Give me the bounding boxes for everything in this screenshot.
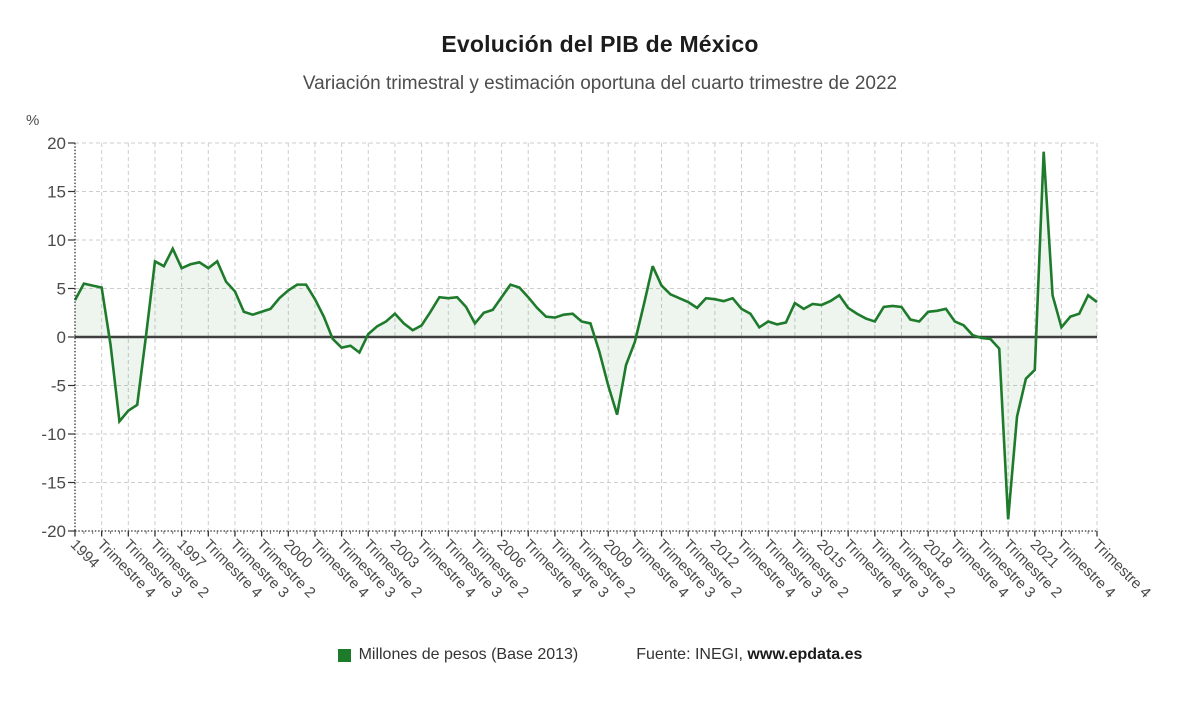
legend-color-swatch	[337, 648, 351, 662]
series-area-fill	[75, 151, 1097, 520]
source-prefix: Fuente: INEGI,	[636, 646, 743, 663]
y-tick-labels: 20 15 10 5 0 -5 -10 -15 -20	[41, 134, 66, 541]
chart-subtitle: Variación trimestral y estimación oportu…	[302, 73, 898, 94]
page-title: Evolución del PIB de México	[441, 31, 759, 57]
y-tick-label: 20	[47, 134, 66, 153]
y-tick-label: -10	[41, 425, 66, 444]
source-link[interactable]: www.epdata.es	[747, 646, 863, 663]
x-tick-label: 1994	[67, 536, 103, 572]
legend-label: Millones de pesos (Base 2013)	[358, 646, 579, 663]
y-tick-label: 15	[47, 183, 66, 202]
y-tick-label: 5	[57, 280, 66, 299]
legend-item[interactable]: Millones de pesos (Base 2013)	[337, 646, 579, 664]
y-tick-label: -20	[41, 522, 66, 541]
y-tick-label: 10	[47, 231, 66, 250]
axes	[68, 142, 1098, 537]
y-tick-label: -5	[51, 377, 66, 396]
y-tick-label: -15	[41, 474, 66, 493]
chart-footer: Millones de pesos (Base 2013) Fuente: IN…	[0, 646, 1200, 664]
y-tick-label: 0	[57, 328, 66, 347]
gridlines	[75, 142, 1098, 531]
series-line-pib[interactable]	[73, 151, 1098, 520]
y-axis-unit-label: %	[26, 112, 40, 129]
source-text: Fuente: INEGI, www.epdata.es	[636, 646, 862, 664]
